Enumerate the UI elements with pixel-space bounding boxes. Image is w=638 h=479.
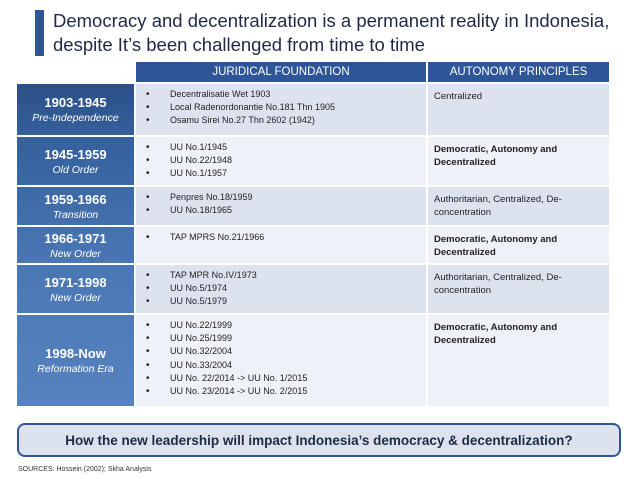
- law-item: UU No. 23/2014 -> UU No. 2/2015: [142, 385, 420, 398]
- era-years: 1959-1966: [44, 191, 107, 207]
- era-name: Transition: [52, 208, 99, 221]
- law-item: UU No.1/1945: [142, 141, 420, 154]
- era-name: Pre-Independence: [32, 112, 119, 124]
- law-item: UU No.5/1979: [142, 295, 420, 308]
- header-autonomy-principles: AUTONOMY PRINCIPLES: [426, 62, 609, 82]
- law-item: UU No.32/2004: [142, 345, 420, 358]
- juridical-cell: TAP MPRS No.21/1966: [134, 227, 426, 263]
- law-item: UU No.22/1948: [142, 154, 420, 167]
- era-cell: 1959-1966 Transition: [17, 187, 134, 225]
- era-name: Old Order: [52, 163, 99, 176]
- era-name: New Order: [50, 247, 101, 260]
- juridical-cell: Decentralisatie Wet 1903 Local Radenordo…: [134, 84, 426, 135]
- law-item: Local Radenordonantie No.181 Thn 1905: [142, 101, 420, 114]
- law-item: UU No.1/1957: [142, 167, 420, 180]
- juridical-cell: UU No.1/1945 UU No.22/1948 UU No.1/1957: [134, 137, 426, 185]
- juridical-cell: UU No.22/1999 UU No.25/1999 UU No.32/200…: [134, 315, 426, 406]
- law-item: UU No.25/1999: [142, 332, 420, 345]
- autonomy-cell: Democratic, Autonomy and Decentralized: [426, 227, 609, 263]
- law-item: UU No.22/1999: [142, 319, 420, 332]
- table-header-row: JURIDICAL FOUNDATION AUTONOMY PRINCIPLES: [17, 62, 609, 84]
- era-cell: 1903-1945 Pre-Independence: [17, 84, 134, 135]
- law-item: Osamu Sirei No.27 Thn 2602 (1942): [142, 114, 420, 127]
- era-cell: 1971-1998 New Order: [17, 265, 134, 313]
- table-row: 1971-1998 New Order TAP MPR No.IV/1973 U…: [17, 265, 609, 315]
- sources-footnote: SOURCES: Hossein (2002); Skha Analysis: [18, 466, 152, 473]
- law-item: TAP MPR No.IV/1973: [142, 269, 420, 282]
- era-name: Reformation Era: [37, 363, 114, 375]
- title-accent-bar: [35, 10, 44, 56]
- page-title: Democracy and decentralization is a perm…: [53, 10, 610, 55]
- law-item: UU No.5/1974: [142, 282, 420, 295]
- decentralization-table: JURIDICAL FOUNDATION AUTONOMY PRINCIPLES…: [17, 62, 609, 408]
- law-item: TAP MPRS No.21/1966: [142, 231, 420, 244]
- autonomy-cell: Democratic, Autonomy and Decentralized: [426, 137, 609, 185]
- autonomy-cell: Democratic, Autonomy and Decentralized: [426, 315, 609, 406]
- law-item: UU No.33/2004: [142, 359, 420, 372]
- autonomy-cell: Centralized: [426, 84, 609, 135]
- table-row: 1903-1945 Pre-Independence Decentralisat…: [17, 84, 609, 137]
- autonomy-cell: Authoritarian, Centralized, De-concentra…: [426, 187, 609, 225]
- era-years: 1903-1945: [44, 95, 107, 110]
- header-juridical-foundation: JURIDICAL FOUNDATION: [134, 62, 426, 82]
- table-row: 1966-1971 New Order TAP MPRS No.21/1966 …: [17, 227, 609, 265]
- table-row: 1959-1966 Transition Penpres No.18/1959 …: [17, 187, 609, 227]
- era-years: 1998-Now: [45, 346, 106, 361]
- law-item: UU No.18/1965: [142, 204, 420, 217]
- key-question-callout: How the new leadership will impact Indon…: [17, 423, 621, 457]
- autonomy-cell: Authoritarian, Centralized, De-concentra…: [426, 265, 609, 313]
- era-years: 1945-1959: [44, 146, 107, 162]
- era-years: 1971-1998: [44, 274, 107, 290]
- era-cell: 1945-1959 Old Order: [17, 137, 134, 185]
- era-name: New Order: [50, 291, 101, 304]
- law-item: UU No. 22/2014 -> UU No. 1/2015: [142, 372, 420, 385]
- header-blank-cell: [17, 62, 134, 82]
- era-cell: 1998-Now Reformation Era: [17, 315, 134, 406]
- era-cell: 1966-1971 New Order: [17, 227, 134, 263]
- table-row: 1945-1959 Old Order UU No.1/1945 UU No.2…: [17, 137, 609, 187]
- juridical-cell: TAP MPR No.IV/1973 UU No.5/1974 UU No.5/…: [134, 265, 426, 313]
- era-years: 1966-1971: [44, 230, 107, 246]
- law-item: Decentralisatie Wet 1903: [142, 88, 420, 101]
- law-item: Penpres No.18/1959: [142, 191, 420, 204]
- juridical-cell: Penpres No.18/1959 UU No.18/1965: [134, 187, 426, 225]
- table-row: 1998-Now Reformation Era UU No.22/1999 U…: [17, 315, 609, 408]
